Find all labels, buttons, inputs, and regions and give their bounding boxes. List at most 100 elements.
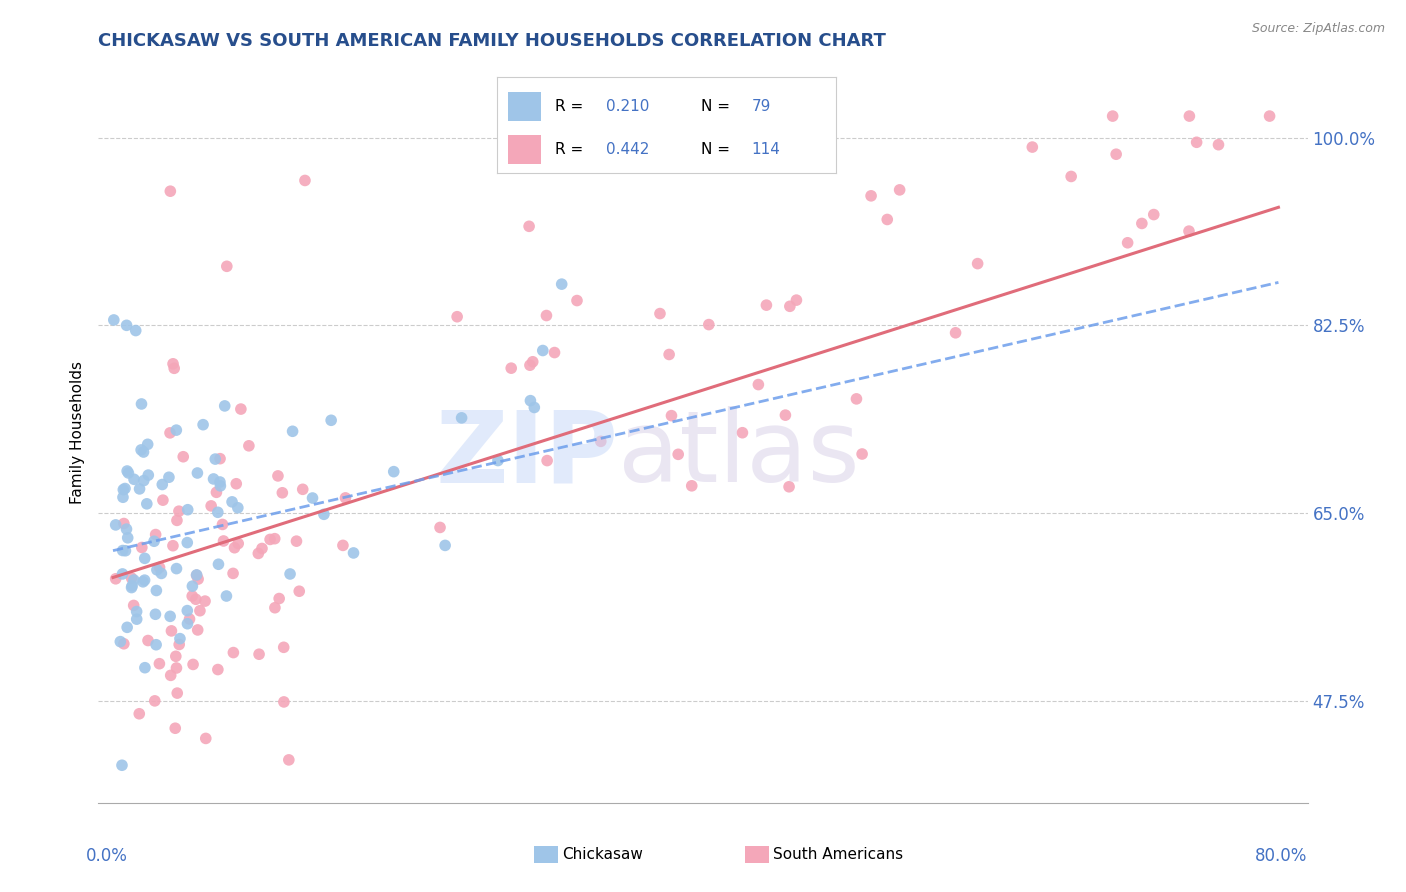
Point — [179, 612, 201, 626]
Point — [1060, 169, 1083, 184]
Point — [215, 260, 238, 274]
Point — [666, 447, 689, 461]
Point — [294, 173, 316, 187]
Point — [291, 483, 314, 497]
Point — [207, 663, 229, 677]
Point — [1185, 136, 1208, 150]
Point — [1178, 109, 1201, 123]
Point — [550, 277, 572, 292]
Point — [166, 513, 188, 527]
Point — [128, 482, 150, 496]
Point — [188, 604, 211, 618]
Point — [288, 584, 311, 599]
Point — [661, 409, 683, 423]
Point — [176, 604, 198, 618]
Point — [1130, 216, 1153, 230]
Point — [747, 377, 769, 392]
Point — [181, 589, 204, 603]
Point — [312, 508, 335, 522]
Point — [202, 472, 225, 486]
Point — [434, 538, 457, 552]
Point — [115, 318, 138, 333]
Point — [945, 326, 967, 340]
Point — [966, 257, 988, 271]
Point — [132, 445, 155, 459]
Point — [187, 623, 209, 637]
Point — [134, 661, 156, 675]
Point — [697, 318, 720, 332]
Point — [273, 640, 295, 655]
Point — [238, 439, 260, 453]
Point — [110, 634, 132, 648]
Point — [263, 532, 285, 546]
Text: South Americans: South Americans — [773, 847, 904, 862]
Point — [709, 120, 731, 135]
Point — [1258, 109, 1281, 123]
Point — [125, 605, 148, 619]
Point — [205, 485, 228, 500]
Point — [145, 583, 167, 598]
Point — [543, 345, 565, 359]
Point — [111, 543, 134, 558]
Point — [160, 624, 183, 638]
Point — [128, 706, 150, 721]
Point — [159, 668, 181, 682]
Point — [162, 357, 184, 371]
Point — [876, 212, 898, 227]
Point — [1101, 109, 1123, 123]
Point — [111, 566, 134, 581]
Point — [177, 502, 200, 516]
Point — [162, 539, 184, 553]
Point — [860, 189, 883, 203]
Point — [165, 423, 187, 437]
Point — [187, 572, 209, 586]
Point — [132, 574, 155, 589]
Text: atlas: atlas — [619, 407, 860, 503]
Point — [159, 609, 181, 624]
Point — [117, 466, 139, 480]
Point — [200, 499, 222, 513]
Point — [301, 491, 323, 505]
Point — [165, 649, 187, 664]
Point — [273, 695, 295, 709]
Text: ZIP: ZIP — [436, 407, 619, 503]
Point — [181, 579, 204, 593]
Point — [136, 468, 159, 483]
Y-axis label: Family Households: Family Households — [70, 361, 86, 504]
Point — [382, 465, 405, 479]
Point — [111, 758, 134, 772]
Point — [211, 517, 233, 532]
Point — [321, 413, 343, 427]
Point — [125, 324, 148, 338]
Point — [281, 425, 304, 439]
Point — [157, 470, 180, 484]
Point — [148, 657, 170, 671]
Point — [104, 572, 127, 586]
Point — [132, 474, 155, 488]
Point — [115, 620, 138, 634]
Point — [519, 358, 541, 372]
Point — [229, 402, 252, 417]
Point — [226, 500, 249, 515]
Point — [519, 393, 541, 408]
Point — [335, 491, 357, 505]
Point — [172, 450, 194, 464]
Point — [209, 479, 232, 493]
Point — [536, 309, 558, 323]
Point — [536, 453, 558, 467]
Point — [224, 541, 246, 555]
Point — [779, 299, 801, 313]
Point — [778, 480, 800, 494]
Point — [486, 453, 509, 467]
Point — [247, 546, 270, 560]
Point — [522, 355, 544, 369]
Point — [889, 183, 911, 197]
Point — [117, 531, 139, 545]
Point — [129, 442, 152, 457]
Point — [226, 536, 249, 550]
Point — [112, 637, 135, 651]
Point — [114, 543, 136, 558]
Point — [191, 417, 214, 432]
Point — [115, 464, 138, 478]
Point — [277, 753, 299, 767]
